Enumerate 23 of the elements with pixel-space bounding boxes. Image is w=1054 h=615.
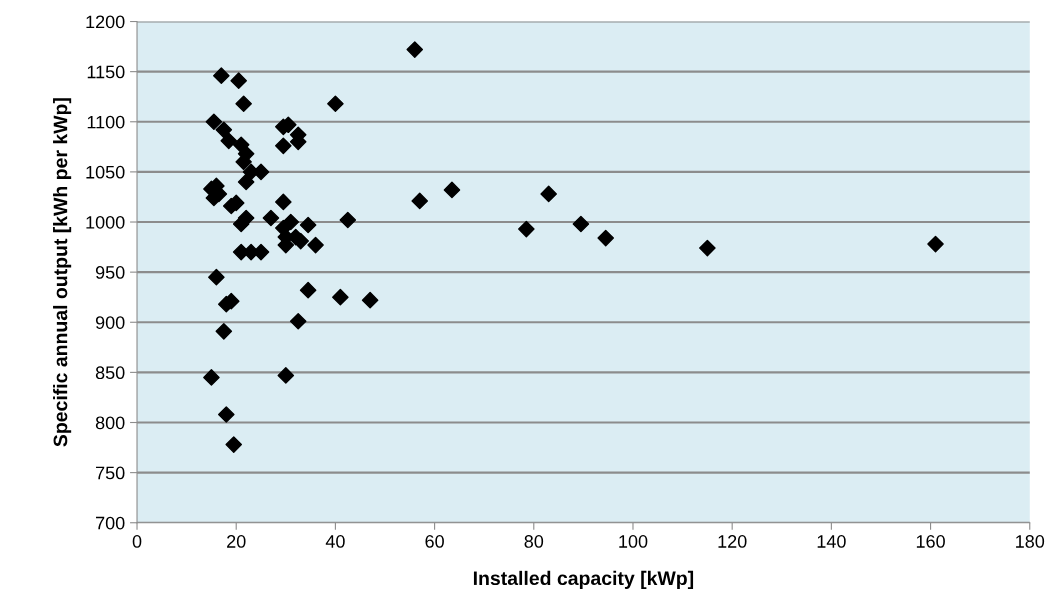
y-axis-title: Specific annual output [kWh per kWp]: [53, 98, 72, 447]
y-tick-label: 800: [95, 416, 125, 430]
y-tick-label: 750: [96, 466, 125, 480]
x-tick-label: 60: [425, 535, 444, 548]
y-tick-label: 850: [95, 366, 125, 380]
x-tick-label: 180: [1016, 535, 1045, 548]
x-tick-label: 120: [718, 535, 747, 548]
y-tick-label: 1050: [86, 165, 125, 179]
y-tick-label: 1200: [86, 15, 125, 29]
y-tick-label: 700: [96, 516, 125, 530]
y-tick-label: 1150: [87, 65, 125, 79]
y-tick-label: 950: [95, 266, 125, 279]
x-tick-label: 140: [817, 535, 846, 548]
x-tick-label: 80: [524, 535, 544, 548]
y-tick-label: 1100: [87, 115, 125, 129]
y-tick-label: 1000: [86, 215, 125, 229]
x-tick-label: 100: [619, 535, 648, 548]
y-tick-label: 900: [95, 316, 125, 329]
x-axis-title: Installed capacity [kWp]: [473, 570, 694, 589]
x-tick-label: 20: [227, 535, 246, 548]
x-tick-label: 160: [916, 535, 945, 548]
x-tick-label: 40: [325, 535, 345, 548]
x-tick-label: 0: [132, 535, 142, 548]
